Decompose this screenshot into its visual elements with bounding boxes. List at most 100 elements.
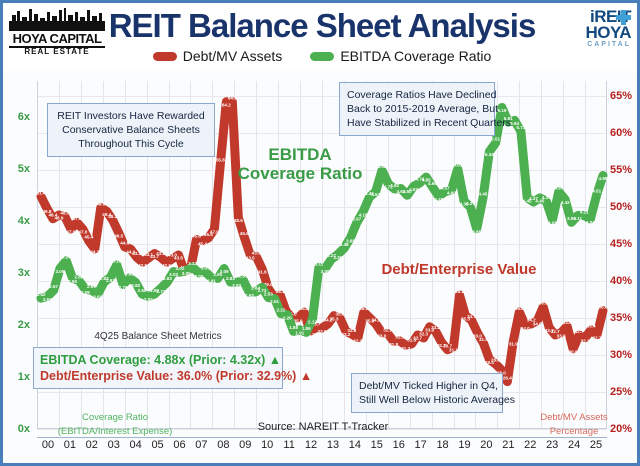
plot-border-bottom [37, 428, 607, 429]
data-label: 4.67 [409, 187, 418, 192]
data-label: 1.88 [289, 325, 298, 330]
data-label: 2.87 [239, 274, 248, 279]
data-label: 34.0 [521, 326, 530, 331]
data-label: 35.0 [288, 312, 297, 317]
data-label: 31.5 [407, 338, 416, 343]
x-axis-tick: 07 [195, 439, 208, 451]
data-label: 44.3 [126, 250, 135, 255]
data-label: 49.9 [96, 201, 105, 206]
x-axis-tick: 14 [348, 439, 361, 451]
data-label: 3.05 [182, 271, 191, 276]
data-label: 4.66 [428, 181, 437, 186]
data-label: 35.3 [329, 316, 338, 321]
data-label: 43.1 [144, 252, 153, 257]
callout-left-line3: Throughout This Cycle [78, 138, 184, 150]
x-axis-tick: 12 [304, 439, 318, 451]
data-label: 43.2 [132, 251, 141, 256]
data-label: 4.45 [523, 198, 532, 203]
data-label: 2.86 [74, 274, 83, 279]
data-label: 32.7 [551, 329, 560, 334]
gridline [37, 169, 607, 171]
data-label: 36.0 [599, 304, 608, 309]
vertical-gridline [322, 81, 323, 429]
data-label: 4.85 [422, 178, 431, 183]
skyline-icon [9, 8, 105, 29]
data-label: 4.39 [542, 195, 551, 200]
data-label: 47.0 [78, 230, 87, 235]
data-label: 5.01 [453, 163, 462, 168]
data-label: 48.2 [108, 214, 117, 219]
vertical-gridline [212, 81, 214, 429]
data-label: 49.4 [102, 212, 111, 217]
data-label: 2.90 [213, 272, 222, 277]
data-label: 4.42 [561, 200, 570, 205]
data-label: 2.22 [276, 307, 285, 312]
data-label: 34.2 [324, 318, 333, 323]
data-label: 48.6 [234, 218, 243, 223]
series-label-debt: Debt/Enterprise Value [381, 261, 537, 278]
data-label: 4.74 [415, 177, 424, 182]
data-label: 2.12 [308, 319, 317, 324]
data-label: 43.2 [156, 251, 165, 256]
data-label: 31.8 [389, 342, 398, 347]
data-label: 38.1 [276, 289, 285, 294]
callout-left: REIT Investors Have Rewarded Conservativ… [47, 103, 215, 157]
data-label: 2.92 [106, 278, 115, 283]
y-axis-left-tick: 0x [17, 423, 30, 435]
vertical-gridline [541, 81, 543, 429]
vertical-gridline [102, 81, 104, 429]
data-label: 2.91 [207, 278, 216, 283]
x-axis-tick: 04 [129, 439, 142, 451]
x-axis-tick: 16 [392, 439, 405, 451]
logo-company-name: HOYA CAPITAL [9, 29, 105, 48]
x-axis-tick: 24 [567, 439, 581, 451]
data-label: 2.82 [232, 283, 241, 288]
data-label: 32.3 [581, 339, 590, 344]
legend-item-ebitda: EBITDA Coverage Ratio [310, 48, 491, 64]
callout-bottom-line2: Still Well Below Historic Averages [359, 394, 516, 406]
x-axis-tick: 23 [546, 439, 559, 451]
data-label: 43.5 [246, 256, 255, 261]
data-label: 35.8 [515, 306, 524, 311]
data-label: 32.7 [593, 336, 602, 341]
data-label: 32.3 [353, 339, 362, 344]
data-label: 33.8 [425, 327, 434, 332]
data-label: 45.8 [204, 232, 213, 237]
vertical-gridline [475, 81, 477, 429]
metrics-ebitda-coverage: EBITDA Coverage: 4.88x (Prior: 4.32x) ▲ [40, 353, 282, 367]
data-label: 4.98 [378, 164, 387, 169]
data-label: 38.1 [455, 289, 464, 294]
metrics-debt-enterprise-value: Debt/Enterprise Value: 36.0% (Prior: 32.… [40, 369, 313, 383]
hoya-capital-logo: HOYA CAPITAL REAL ESTATE [9, 7, 105, 63]
data-label: 3.00 [194, 274, 203, 279]
data-label: 55.8 [216, 158, 225, 163]
data-label: 3.03 [201, 265, 210, 270]
data-label: 64.2 [222, 102, 231, 107]
data-label: 35.3 [461, 316, 470, 321]
y-axis-left-tick: 3x [17, 267, 30, 280]
vertical-gridline [234, 81, 236, 429]
footer-right-label: Debt/MV Assets Percentage [519, 411, 629, 439]
gridline [37, 391, 607, 393]
data-label: 2.53 [264, 291, 273, 296]
series-line-ebitda [36, 102, 608, 337]
data-label: 4.51 [592, 189, 601, 194]
data-label: 4.88 [599, 176, 608, 181]
data-label: 32.7 [413, 336, 422, 341]
data-label: 3.02 [175, 266, 184, 271]
data-label: 35.0 [335, 312, 344, 317]
data-label: 64.2 [228, 96, 237, 101]
data-label: 3.48 [340, 242, 349, 247]
data-label: 34.6 [533, 322, 542, 327]
ireit-hoya-logo: iREIT HOYA CAPITAL [539, 8, 631, 57]
data-label: 35.0 [365, 319, 374, 324]
data-label: 2.69 [81, 290, 90, 295]
footer-right-line2: Percentage [549, 426, 599, 437]
series-label-ebitda-line2: Coverage Ratio [237, 164, 363, 183]
data-label: 1.91 [295, 330, 304, 335]
x-axis-tick: 00 [41, 439, 55, 451]
series-line-debt-mv [36, 97, 608, 387]
data-label: 3.68 [346, 238, 355, 243]
data-label: 4.45 [535, 198, 544, 203]
x-axis-line [37, 437, 607, 438]
